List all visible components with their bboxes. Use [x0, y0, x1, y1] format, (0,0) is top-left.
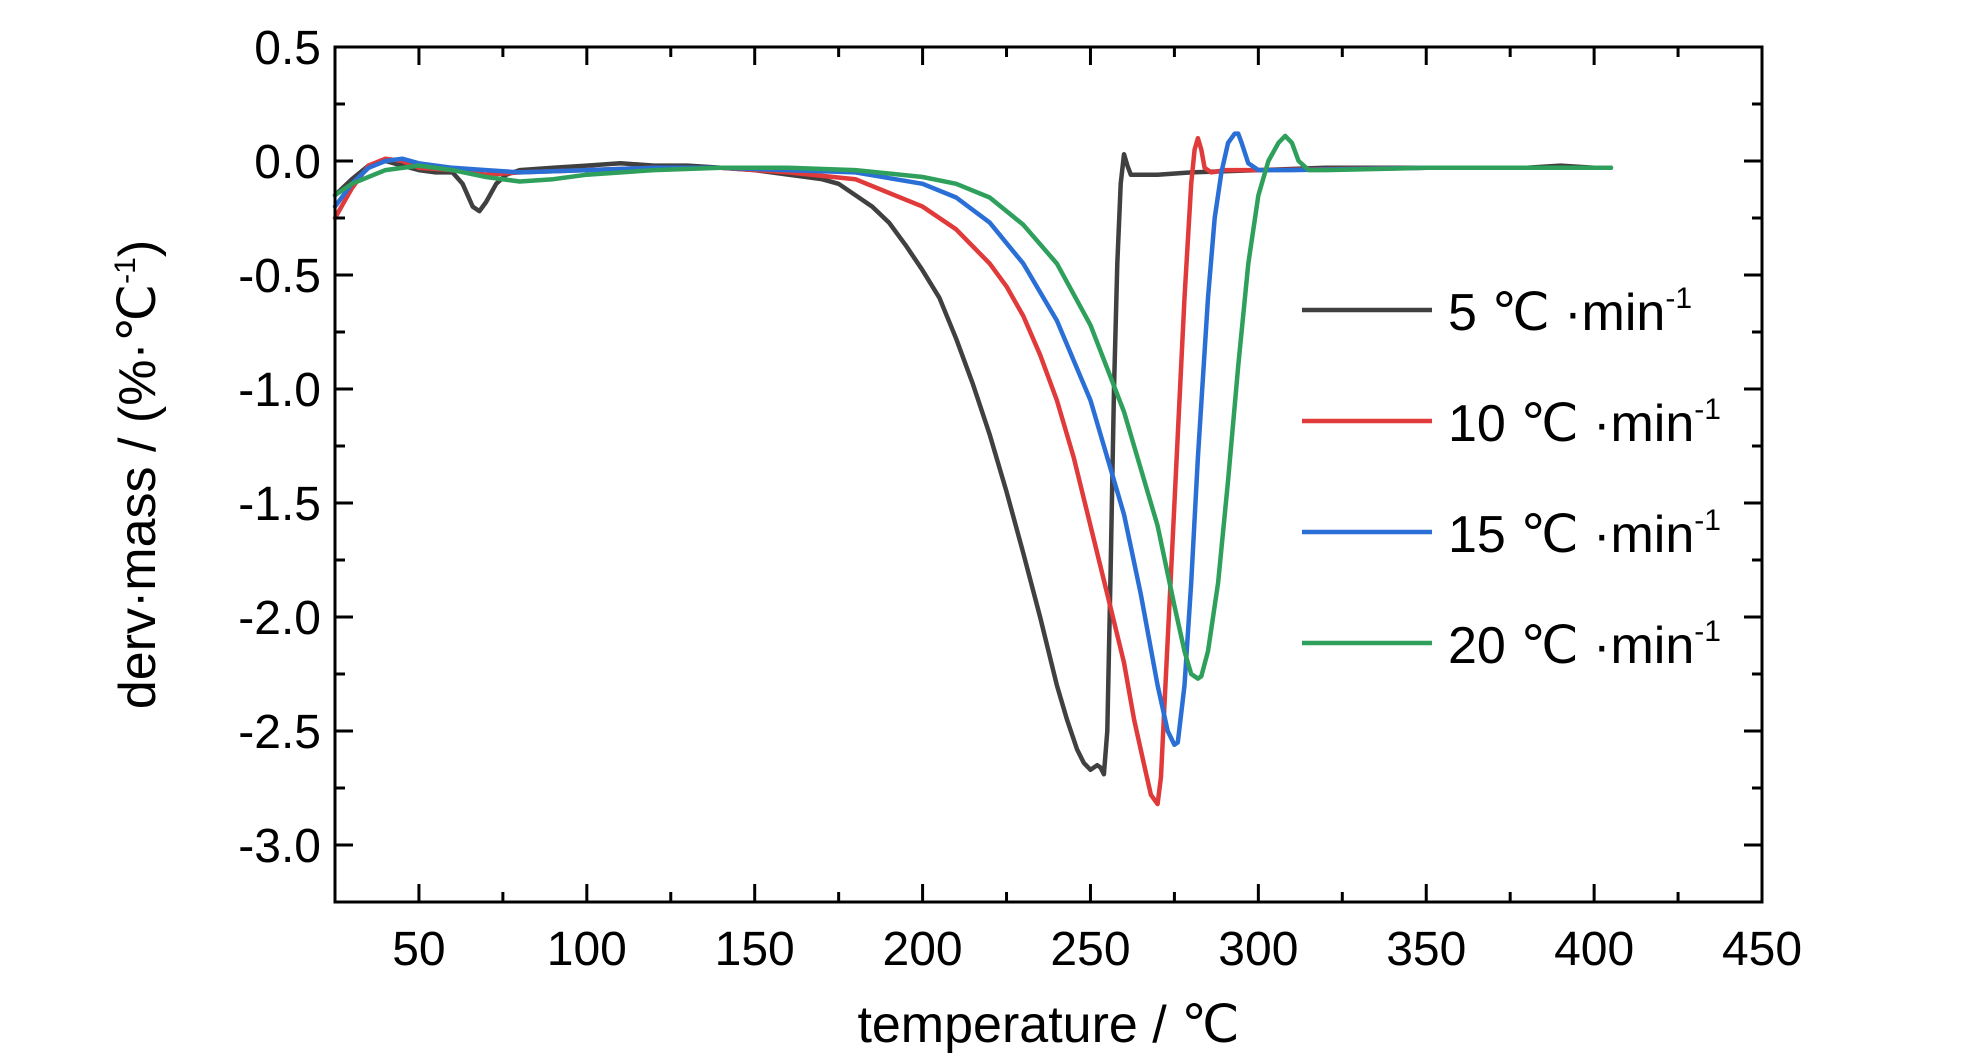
legend-label-superscript: -1 [1694, 393, 1721, 426]
y-tick-label: -0.5 [238, 250, 321, 303]
y-tick-label: 0.0 [254, 136, 321, 189]
y-tick-label: -1.5 [238, 478, 321, 531]
plot-frame [333, 45, 1764, 904]
y-axis-ticks: 0.5 0.0 -0.5 -1.0 -1.5 -2.0 -2.5 -3.0 [238, 22, 1762, 873]
x-tick-label: 400 [1554, 923, 1634, 976]
y-tick-label: -2.0 [238, 592, 321, 645]
x-tick-label: 150 [715, 923, 795, 976]
y-axis-title: derv·mass / (%·℃-1) [109, 240, 167, 709]
x-tick-label: 300 [1218, 923, 1298, 976]
x-tick-label: 100 [547, 923, 627, 976]
y-tick-label: -3.0 [238, 820, 321, 873]
x-tick-label: 200 [883, 923, 963, 976]
x-tick-label: 450 [1722, 923, 1802, 976]
x-tick-label: 250 [1050, 923, 1130, 976]
x-axis-title: temperature / ℃ [857, 996, 1239, 1054]
legend-label: 15 ℃ ·min-1 [1448, 504, 1721, 564]
series-line-4 [332, 133, 1614, 681]
x-tick-label: 50 [392, 923, 445, 976]
legend-label: 5 ℃ ·min-1 [1448, 282, 1692, 342]
y-axis-title-superscript: -1 [109, 257, 142, 284]
legend-label-superscript: -1 [1665, 282, 1692, 315]
legend-label: 20 ℃ ·min-1 [1448, 615, 1721, 675]
y-tick-label: -1.0 [238, 364, 321, 417]
legend: 5 ℃ ·min-1 10 ℃ ·min-1 15 ℃ ·min-1 20 ℃ ·mi… [1302, 282, 1721, 675]
x-tick-label: 350 [1386, 923, 1466, 976]
legend-label: 10 ℃ ·min-1 [1448, 393, 1721, 453]
y-axis-title-close: ) [109, 240, 167, 257]
series-line-1 [332, 151, 1614, 777]
x-axis-ticks: 50 100 150 200 250 300 350 400 450 [392, 47, 1802, 976]
y-tick-label: 0.5 [254, 22, 321, 75]
legend-label-superscript: -1 [1694, 504, 1721, 537]
series-lines [332, 131, 1614, 807]
y-tick-label: -2.5 [238, 706, 321, 759]
legend-label-superscript: -1 [1694, 615, 1721, 648]
series-line-3 [332, 131, 1614, 747]
y-axis-title-main: derv·mass / (%·℃ [109, 284, 167, 709]
series-line-2 [332, 135, 1614, 807]
